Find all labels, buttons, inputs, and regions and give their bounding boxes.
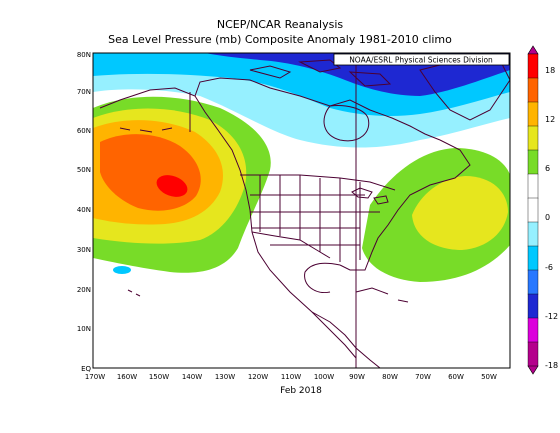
lat-tick-label: 80N bbox=[77, 51, 91, 59]
colorbar-segment bbox=[527, 173, 539, 199]
lat-tick-label: EQ bbox=[81, 365, 91, 373]
land-outlines bbox=[99, 53, 510, 368]
colorbar-bottom-arrow bbox=[527, 365, 539, 375]
colorbar-tick-label: 18 bbox=[545, 66, 555, 75]
colorbar-segment bbox=[527, 101, 539, 127]
colorbar-segment bbox=[527, 53, 539, 79]
lon-tick-label: 170W bbox=[85, 373, 105, 381]
colorbar-segment bbox=[527, 317, 539, 343]
lon-tick-label: 160W bbox=[117, 373, 137, 381]
lon-tick-label: 140W bbox=[182, 373, 202, 381]
shade-negative-patch bbox=[113, 266, 131, 274]
lon-tick-label: 80W bbox=[382, 373, 398, 381]
colorbar-segment bbox=[527, 245, 539, 271]
lat-tick-label: 20N bbox=[77, 286, 91, 294]
colorbar-tick-label: -12 bbox=[545, 312, 558, 321]
lat-tick-label: 70N bbox=[77, 88, 91, 96]
anomaly-field bbox=[93, 53, 510, 368]
colorbar-tick-label: -6 bbox=[545, 263, 553, 272]
lat-axis: 80N 70N 60N 50N 40N 30N 20N 10N EQ bbox=[77, 51, 92, 373]
lon-tick-label: 100W bbox=[314, 373, 334, 381]
plot-frame bbox=[92, 52, 511, 369]
lat-tick-label: 60N bbox=[77, 127, 91, 135]
credit-label: NOAA/ESRL Physical Sciences Division bbox=[349, 56, 493, 65]
lon-axis: 170W 160W 150W 140W 130W 120W 110W 100W … bbox=[85, 373, 497, 381]
colorbar: 18 12 6 0 -6 -12 -18 bbox=[527, 45, 558, 375]
lat-tick-label: 40N bbox=[77, 206, 91, 214]
map-subtitle: Sea Level Pressure (mb) Composite Anomal… bbox=[108, 33, 452, 46]
lon-tick-label: 60W bbox=[448, 373, 464, 381]
lat-tick-label: 10N bbox=[77, 325, 91, 333]
colorbar-tick-label: 0 bbox=[545, 213, 550, 222]
lon-tick-label: 150W bbox=[149, 373, 169, 381]
colorbar-tick-label: -18 bbox=[545, 361, 558, 370]
map-title: NCEP/NCAR Reanalysis bbox=[216, 18, 344, 31]
lat-tick-label: 30N bbox=[77, 246, 91, 254]
colorbar-tick-label: 6 bbox=[545, 164, 550, 173]
lon-tick-label: 70W bbox=[415, 373, 431, 381]
colorbar-segment bbox=[527, 77, 539, 103]
colorbar-segment bbox=[527, 293, 539, 319]
lon-tick-label: 50W bbox=[481, 373, 497, 381]
lon-tick-label: 90W bbox=[349, 373, 365, 381]
colorbar-segment bbox=[527, 197, 539, 223]
colorbar-tick-label: 12 bbox=[545, 115, 555, 124]
colorbar-segment bbox=[527, 221, 539, 247]
shade-positive-max bbox=[156, 175, 188, 197]
lon-tick-label: 120W bbox=[248, 373, 268, 381]
colorbar-segments bbox=[527, 53, 539, 367]
colorbar-top-arrow bbox=[527, 45, 539, 55]
colorbar-segment bbox=[527, 341, 539, 367]
colorbar-segment bbox=[527, 125, 539, 151]
colorbar-segment bbox=[527, 269, 539, 295]
shade-atlantic-6-12 bbox=[412, 176, 508, 250]
lon-tick-label: 110W bbox=[281, 373, 301, 381]
colorbar-segment bbox=[527, 149, 539, 175]
credit-box bbox=[333, 53, 510, 66]
lon-tick-label: 130W bbox=[215, 373, 235, 381]
lat-tick-label: 50N bbox=[77, 166, 91, 174]
x-axis-title: Feb 2018 bbox=[280, 386, 322, 396]
